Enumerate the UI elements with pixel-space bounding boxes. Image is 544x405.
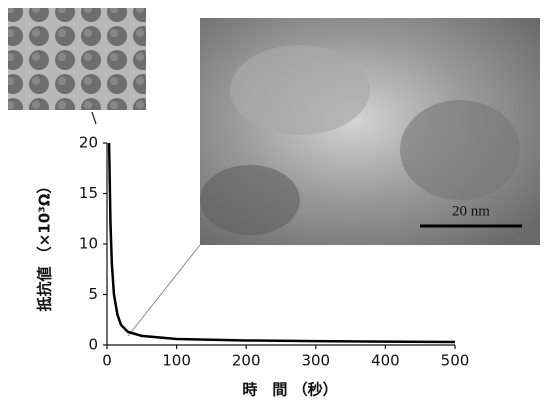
x-tick-label: 200 — [232, 352, 261, 370]
y-axis-label: 抵抗値 （×10³Ω） — [36, 179, 54, 312]
x-tick-label: 500 — [441, 352, 470, 370]
micrograph-small — [8, 8, 146, 110]
x-tick-label: 400 — [371, 352, 400, 370]
chart: 20 nm 抵抗値 （×10³Ω） 時 間 （秒） 05101520010020… — [0, 0, 544, 405]
pointer — [92, 112, 96, 124]
y-tick-label: 15 — [79, 184, 98, 202]
x-tick-label: 0 — [102, 352, 112, 370]
y-tick-label: 10 — [79, 235, 98, 253]
scale-bar-label: 20 nm — [452, 203, 490, 219]
y-tick-label: 0 — [88, 336, 98, 354]
y-tick-label: 20 — [79, 134, 98, 152]
connector — [128, 245, 200, 336]
x-axis-label: 時 間 （秒） — [242, 381, 337, 399]
x-tick-label: 100 — [162, 352, 191, 370]
x-tick-label: 300 — [301, 352, 330, 370]
y-tick-label: 5 — [88, 285, 98, 303]
micrograph-large: 20 nm — [200, 18, 540, 245]
